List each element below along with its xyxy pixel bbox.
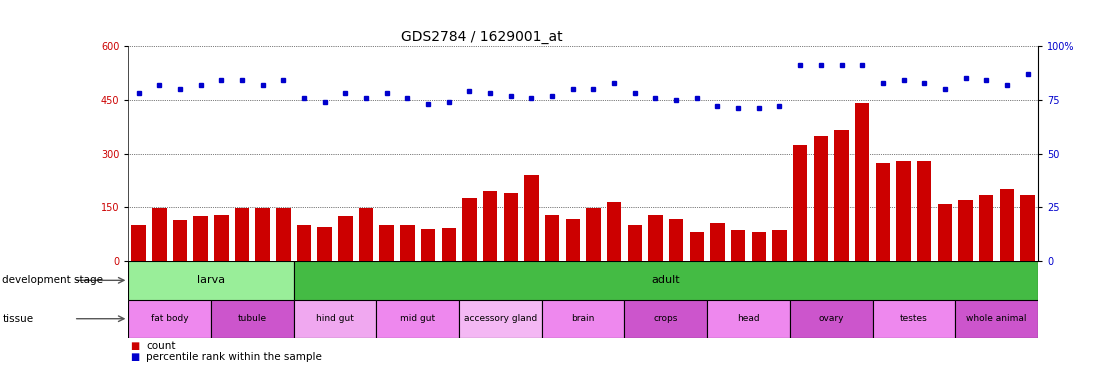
Bar	[541, 300, 625, 338]
Bar	[751, 232, 766, 261]
Bar	[814, 136, 828, 261]
Text: testes: testes	[899, 314, 927, 323]
Bar	[896, 162, 911, 261]
Bar	[276, 208, 290, 261]
Bar	[338, 216, 353, 261]
Bar	[545, 215, 559, 261]
Bar	[234, 208, 249, 261]
Text: ■: ■	[131, 341, 140, 351]
Bar	[379, 225, 394, 261]
Text: brain: brain	[571, 314, 595, 323]
Bar	[128, 261, 294, 300]
Text: adult: adult	[652, 275, 680, 285]
Bar	[214, 215, 229, 261]
Bar	[1000, 189, 1014, 261]
Text: GDS2784 / 1629001_at: GDS2784 / 1629001_at	[402, 30, 562, 44]
Bar	[294, 300, 376, 338]
Text: mid gut: mid gut	[401, 314, 435, 323]
Text: tubule: tubule	[238, 314, 267, 323]
Bar	[483, 191, 498, 261]
Bar	[607, 202, 622, 261]
Bar	[132, 225, 146, 261]
Bar	[731, 230, 745, 261]
Text: percentile rank within the sample: percentile rank within the sample	[146, 352, 323, 362]
Bar	[708, 300, 790, 338]
Bar	[1020, 195, 1035, 261]
Bar	[937, 204, 952, 261]
Bar	[401, 225, 415, 261]
Bar	[793, 145, 807, 261]
Bar	[256, 208, 270, 261]
Bar	[790, 300, 873, 338]
Bar	[772, 230, 787, 261]
Bar	[317, 227, 331, 261]
Bar	[917, 161, 932, 261]
Bar	[710, 223, 724, 261]
Bar	[297, 225, 311, 261]
Bar	[211, 300, 294, 338]
Bar	[690, 232, 704, 261]
Bar	[835, 130, 849, 261]
Bar	[586, 208, 600, 261]
Text: development stage: development stage	[2, 275, 104, 285]
Bar	[648, 215, 663, 261]
Bar	[625, 300, 708, 338]
Text: larva: larva	[196, 275, 225, 285]
Bar	[525, 175, 539, 261]
Text: accessory gland: accessory gland	[464, 314, 537, 323]
Bar	[979, 195, 993, 261]
Text: tissue: tissue	[2, 314, 33, 324]
Text: count: count	[146, 341, 175, 351]
Bar	[668, 219, 683, 261]
Bar	[459, 300, 541, 338]
Text: whole animal: whole animal	[966, 314, 1027, 323]
Bar	[855, 103, 869, 261]
Bar	[876, 162, 891, 261]
Bar	[462, 199, 477, 261]
Bar	[955, 300, 1038, 338]
Bar	[503, 193, 518, 261]
Bar	[152, 208, 166, 261]
Text: head: head	[738, 314, 760, 323]
Bar	[873, 300, 955, 338]
Text: fat body: fat body	[151, 314, 189, 323]
Text: ovary: ovary	[818, 314, 844, 323]
Bar	[128, 300, 211, 338]
Bar	[959, 200, 973, 261]
Bar	[294, 261, 1038, 300]
Bar	[376, 300, 459, 338]
Bar	[442, 228, 456, 261]
Bar	[627, 225, 642, 261]
Text: crops: crops	[654, 314, 679, 323]
Bar	[566, 219, 580, 261]
Bar	[421, 229, 435, 261]
Bar	[193, 216, 208, 261]
Text: ■: ■	[131, 352, 140, 362]
Bar	[173, 220, 187, 261]
Text: hind gut: hind gut	[316, 314, 354, 323]
Bar	[359, 208, 373, 261]
